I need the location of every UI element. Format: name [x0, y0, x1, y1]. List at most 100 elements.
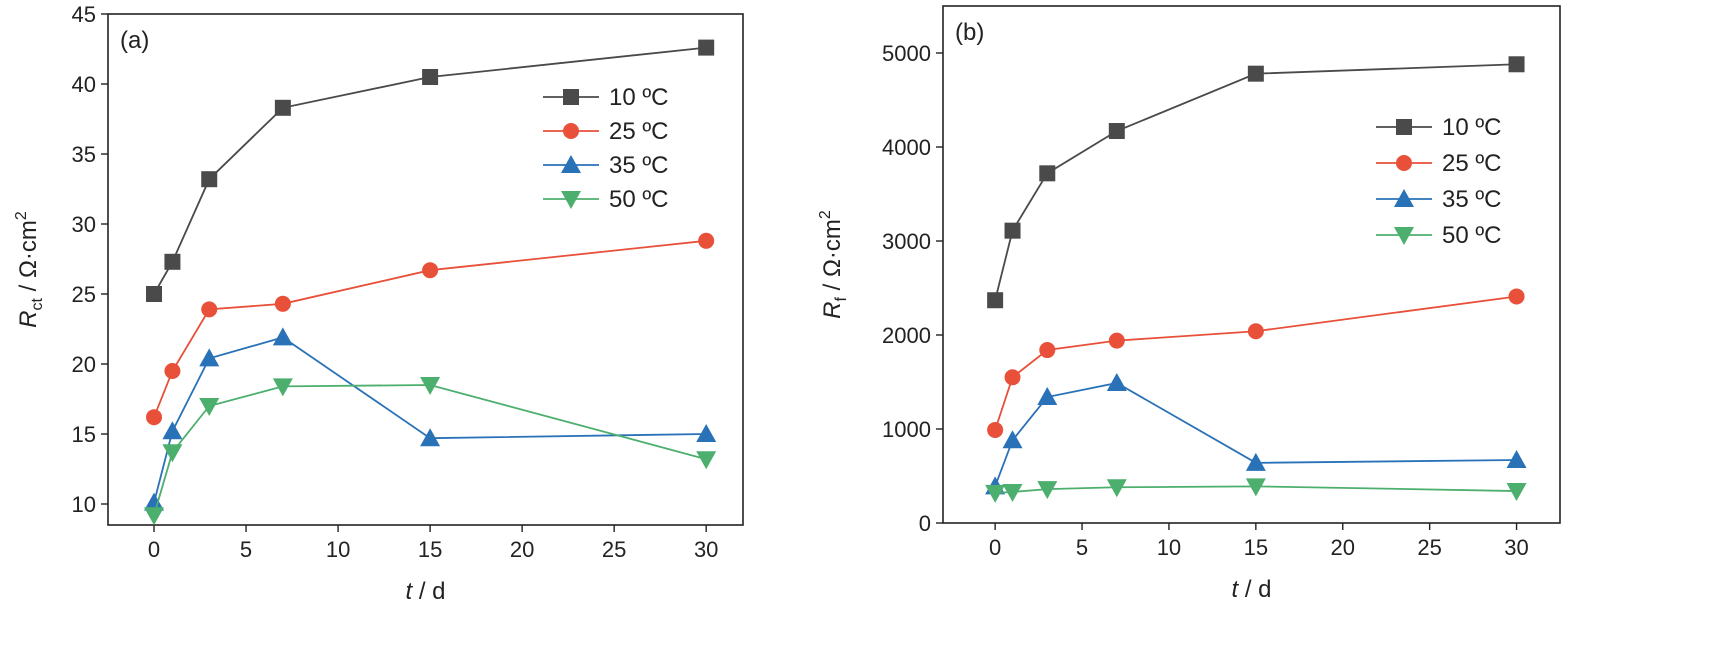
- data-point: [144, 492, 165, 511]
- data-point: [146, 409, 163, 426]
- data-point: [1245, 478, 1266, 497]
- y-tick-label: 40: [72, 72, 96, 97]
- data-point: [1108, 123, 1125, 140]
- y-tick-label: 3000: [882, 229, 931, 254]
- legend-marker: [1396, 119, 1412, 135]
- y-axis-label: Rf / Ω·cm2: [817, 210, 850, 319]
- series-line: [994, 295, 1517, 431]
- data-point: [422, 69, 439, 85]
- series-4: [144, 377, 717, 526]
- data-point: [1245, 452, 1266, 471]
- data-point: [1247, 65, 1264, 82]
- x-tick-label: 30: [1504, 535, 1528, 560]
- x-tick-label: 10: [326, 537, 350, 562]
- data-point: [1106, 372, 1127, 391]
- legend-marker: [1394, 227, 1414, 245]
- series-1: [987, 56, 1525, 309]
- y-tick-label: 1000: [882, 417, 931, 442]
- y-tick-label: 30: [72, 212, 96, 237]
- series-2: [146, 232, 715, 426]
- data-point: [1247, 323, 1264, 340]
- data-point: [987, 292, 1004, 309]
- series-line: [153, 384, 707, 516]
- x-axis-label: t / d: [405, 578, 445, 605]
- y-tick-label: 45: [72, 2, 96, 27]
- data-point: [1506, 483, 1527, 502]
- x-tick-label: 15: [418, 537, 442, 562]
- series-line: [153, 239, 707, 418]
- legend: 10 ºC 25 ºC 35 ºC 50 ºC: [543, 84, 668, 213]
- series-4: [985, 478, 1527, 503]
- x-tick-label: 5: [1076, 535, 1088, 560]
- series-1: [146, 39, 715, 302]
- data-point: [162, 421, 183, 440]
- y-tick-label: 25: [72, 282, 96, 307]
- legend: 10 ºC 25 ºC 35 ºC 50 ºC: [1376, 114, 1501, 249]
- legend-label: 50 ºC: [609, 186, 668, 213]
- x-tick-label: 0: [148, 537, 160, 562]
- x-tick-label: 0: [989, 535, 1001, 560]
- data-point: [420, 428, 441, 447]
- x-axis-label: t / d: [1231, 576, 1271, 603]
- data-point: [1508, 56, 1525, 73]
- data-point: [1106, 479, 1127, 498]
- data-point: [201, 301, 218, 318]
- data-point: [698, 39, 715, 56]
- x-tick-label: 25: [1417, 535, 1441, 560]
- data-point: [1506, 450, 1527, 469]
- series-2: [987, 288, 1525, 438]
- y-axis-label: Rct / Ω·cm2: [13, 211, 46, 328]
- data-point: [1039, 165, 1056, 182]
- series-3: [985, 372, 1527, 495]
- data-point: [164, 253, 181, 270]
- x-tick-label: 10: [1157, 535, 1181, 560]
- legend-marker: [561, 191, 581, 209]
- data-point: [1002, 430, 1023, 449]
- legend-marker: [563, 89, 579, 105]
- legend-label: 35 ºC: [609, 152, 668, 179]
- chart-panel-a: 0 5 10 15 20 25 30 10 15 20 25 30 35 40 45 (a) t / d Rct …: [13, 2, 744, 605]
- series-3: [144, 327, 717, 511]
- data-point: [696, 424, 717, 442]
- data-point: [1037, 387, 1058, 406]
- x-tick-label: 15: [1244, 535, 1268, 560]
- data-point: [422, 262, 439, 279]
- legend-label: 35 ºC: [1442, 186, 1501, 213]
- data-point: [162, 444, 183, 463]
- y-tick-label: 4000: [882, 135, 931, 160]
- y-tick-label: 2000: [882, 323, 931, 348]
- x-tick-label: 20: [510, 537, 534, 562]
- y-tick-label: 0: [919, 511, 931, 536]
- x-tick-label: 25: [602, 537, 626, 562]
- data-point: [987, 421, 1004, 438]
- x-tick-label: 5: [240, 537, 252, 562]
- y-tick-label: 15: [72, 422, 96, 447]
- data-point: [1108, 332, 1125, 349]
- data-point: [146, 286, 163, 302]
- data-point: [698, 232, 715, 249]
- data-point: [272, 378, 293, 397]
- x-tick-label: 20: [1331, 535, 1355, 560]
- data-point: [985, 484, 1006, 503]
- data-point: [1037, 481, 1058, 500]
- legend-marker: [561, 155, 581, 173]
- y-tick-label: 20: [72, 352, 96, 377]
- data-point: [144, 507, 165, 526]
- plot-frame: [942, 5, 1561, 524]
- data-point: [1508, 288, 1525, 305]
- legend-label: 50 ºC: [1442, 222, 1501, 249]
- data-point: [164, 363, 181, 379]
- data-point: [1004, 369, 1021, 386]
- chart-panel-b: 0 5 10 15 20 25 30 0 1000 2000 3000 4000 5000 (b) t / …: [817, 5, 1561, 603]
- panel-label: (a): [120, 27, 149, 54]
- data-point: [696, 451, 717, 470]
- data-point: [199, 398, 220, 416]
- legend-marker: [1394, 189, 1414, 207]
- series-line: [994, 63, 1517, 301]
- data-point: [1039, 342, 1056, 359]
- data-point: [199, 348, 220, 367]
- legend-label: 25 ºC: [1442, 150, 1501, 177]
- data-point: [201, 171, 218, 188]
- data-point: [274, 99, 291, 116]
